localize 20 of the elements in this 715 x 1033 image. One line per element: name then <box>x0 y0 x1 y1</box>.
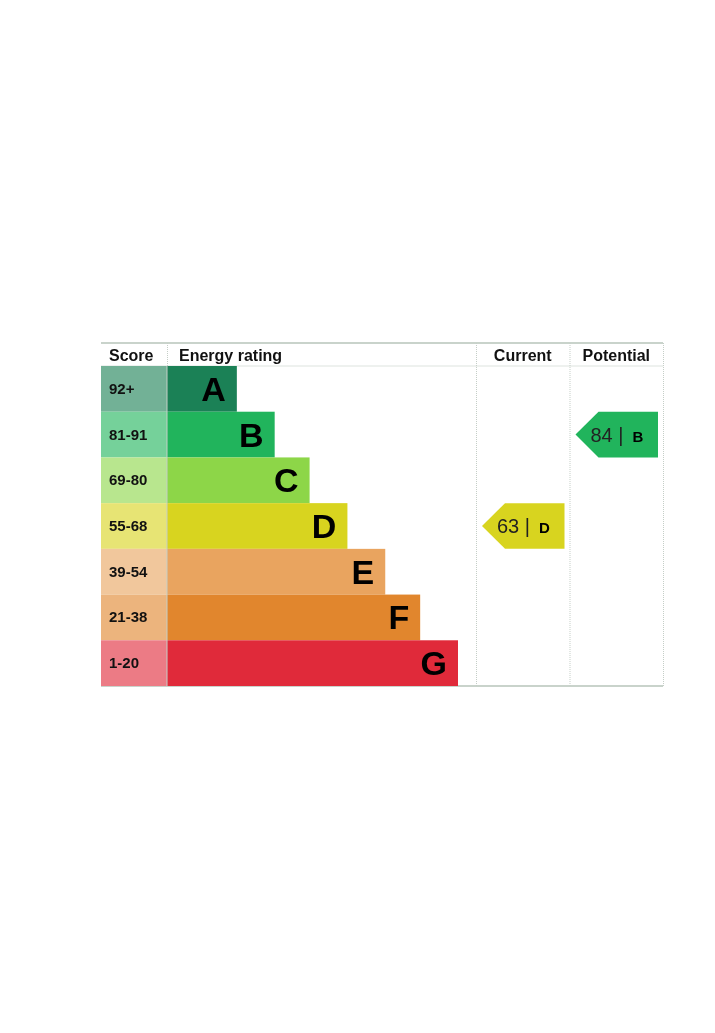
text: 84 | B <box>590 423 644 446</box>
text: Current <box>493 347 553 364</box>
annotation: B <box>239 415 264 454</box>
y-tick-label: 55-68 <box>109 517 148 534</box>
y-tick-label: 1-20 <box>109 654 140 672</box>
y-tick-label: 21-38 <box>109 608 148 626</box>
annotation: G <box>420 644 447 683</box>
y-tick-label: 81-91 <box>109 425 148 443</box>
annotation: D <box>311 507 337 545</box>
annotation: A <box>201 369 226 408</box>
annotation: E <box>351 552 375 591</box>
text: Potential <box>582 347 651 364</box>
x-axis-title: Energy rating <box>179 347 283 364</box>
y-tick-label: 69-80 <box>109 471 148 489</box>
y-tick-label: 92+ <box>109 379 135 397</box>
annotation: C <box>274 461 299 500</box>
y-axis-title: Score <box>109 347 154 364</box>
text: 63 | D <box>497 515 550 537</box>
y-tick-label: 39-54 <box>109 562 149 580</box>
annotation: F <box>388 598 410 637</box>
